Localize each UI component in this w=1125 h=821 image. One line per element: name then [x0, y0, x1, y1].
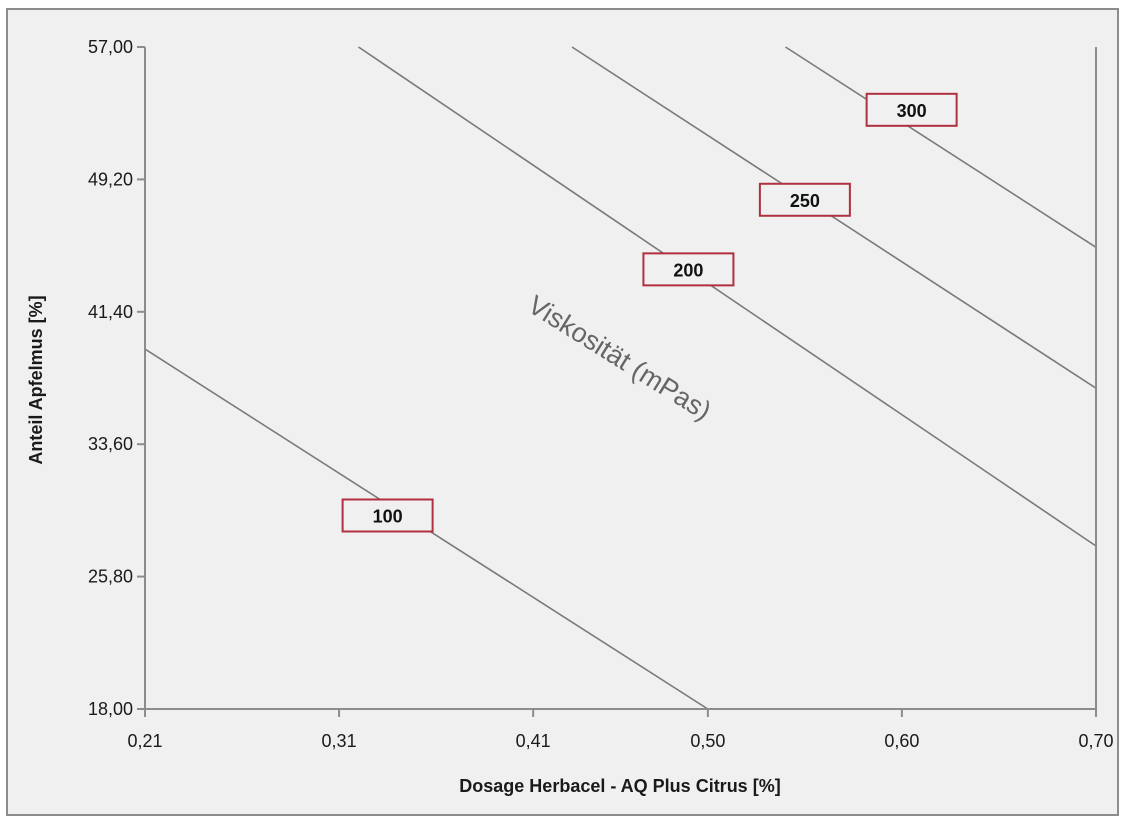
- contour-label-100: 100: [373, 506, 403, 526]
- x-tick-label: 0,50: [690, 731, 725, 751]
- x-tick-label: 0,31: [322, 731, 357, 751]
- x-tick-label: 0,70: [1078, 731, 1113, 751]
- contour-line-300: [785, 46, 1097, 248]
- contour-label-200: 200: [673, 260, 703, 280]
- y-tick-label: 41,40: [88, 302, 133, 322]
- x-axis-title: Dosage Herbacel - AQ Plus Citrus [%]: [459, 776, 780, 796]
- contour-label-250: 250: [790, 191, 820, 211]
- contour-label-box-250: [758, 182, 851, 217]
- contour-label-box-300: [865, 92, 958, 127]
- y-tick-label: 33,60: [88, 434, 133, 454]
- y-tick-label: 18,00: [88, 699, 133, 719]
- contour-label-box-100: [341, 498, 434, 533]
- contour-label-300: 300: [897, 101, 927, 121]
- plot-area: [145, 47, 1096, 709]
- x-tick-label: 0,41: [516, 731, 551, 751]
- y-axis-title: Anteil Apfelmus [%]: [26, 295, 46, 464]
- y-tick-label: 57,00: [88, 37, 133, 57]
- contour-label-box-200: [642, 252, 735, 287]
- contour-line-250: [571, 46, 1097, 389]
- contour-line-200: [358, 46, 1097, 547]
- x-tick-label: 0,60: [884, 731, 919, 751]
- x-tick-label: 0,21: [127, 731, 162, 751]
- y-tick-label: 49,20: [88, 169, 133, 189]
- y-tick-label: 25,80: [88, 567, 133, 587]
